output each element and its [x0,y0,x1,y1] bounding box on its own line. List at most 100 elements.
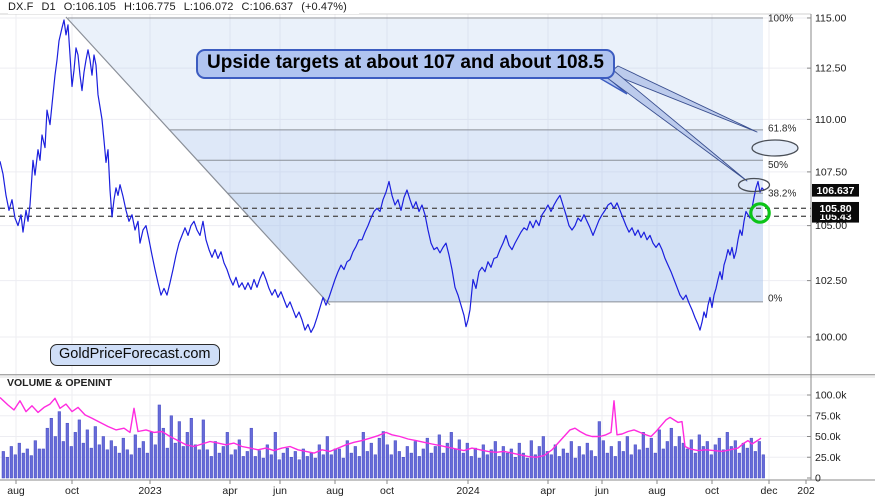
volume-bar [329,454,333,479]
volume-bar [265,444,269,479]
volume-bar [337,448,341,479]
volume-bar [505,452,509,479]
volume-bar [745,447,749,479]
volume-bar [69,446,73,479]
time-tick-label: oct [380,485,394,497]
volume-bar [305,456,309,479]
volume-bar [229,454,233,479]
volume-bar [9,446,13,479]
volume-bar [545,451,549,479]
volume-bars [1,404,765,479]
volume-panel-title: VOLUME & OPENINT [7,377,113,389]
volume-bar [749,437,753,479]
volume-bar [13,454,17,479]
volume-bar [117,452,121,479]
volume-bar [565,452,569,479]
volume-bar [517,442,521,479]
volume-bar [713,444,717,479]
volume-bar [685,448,689,479]
volume-bar [341,457,345,479]
volume-bar [77,419,81,479]
volume-bar [165,447,169,479]
volume-bar [573,457,577,479]
volume-bar [377,437,381,479]
upside-targets-callout[interactable]: Upside targets at about 107 and about 10… [196,49,615,79]
volume-bar [437,434,441,479]
volume-bar [125,449,129,479]
volume-bar [501,446,505,479]
volume-bar [193,444,197,479]
volume-tick-label: 50.0k [815,431,841,443]
time-tick-label: 2024 [456,485,480,497]
volume-bar [217,452,221,479]
volume-bar [285,447,289,479]
price-badge-label: 105.80 [819,203,851,215]
volume-bar [301,448,305,479]
volume-bar [17,442,21,479]
volume-bar [61,441,65,479]
volume-bar [677,436,681,479]
volume-bar [53,436,57,479]
volume-bar [757,441,761,479]
volume-bar [357,456,361,479]
volume-bar [173,442,177,479]
volume-bar [37,448,41,479]
volume-bar [477,457,481,479]
price-badge [812,201,859,215]
volume-bar [365,451,369,479]
volume-bar [605,452,609,479]
volume-bar [481,444,485,479]
volume-bar [609,446,613,479]
volume-bar [413,441,417,479]
volume-bar [189,417,193,479]
lower-target-ellipse[interactable] [737,177,771,193]
breakout-green-circle[interactable] [749,202,771,224]
volume-bar [197,449,201,479]
price-tick-label: 112.50 [815,63,846,75]
volume-bar [665,441,669,479]
volume-bar [345,440,349,479]
price-tick-label: 102.50 [815,275,847,287]
volume-bar [625,436,629,479]
volume-bar [405,446,409,479]
volume-bar [209,456,213,479]
price-axis-ticks[interactable]: 115.00 112.50 110.00 107.50 105.00 102.50 100.… [807,12,847,343]
volume-bar [633,444,637,479]
volume-bar [649,437,653,479]
callout-text: Upside targets at about 107 and about 10… [207,52,604,73]
volume-bar [597,421,601,479]
time-tick-label: aug [648,485,666,497]
descending-trendline[interactable] [65,16,331,306]
volume-bar [429,452,433,479]
volume-bar [361,432,365,479]
close-value: C:106.637 [241,1,294,13]
volume-bar [629,454,633,479]
volume-bar [497,456,501,479]
volume-bar [85,429,89,479]
volume-bar [161,427,165,479]
fib-level-label: 61.8% [768,123,796,134]
time-tick-label: oct [705,485,719,497]
drawing-annotations[interactable] [593,65,799,224]
volume-axis-ticks[interactable]: 100.0k 75.0k 50.0k 25.0k 0 [807,390,847,485]
volume-bar [453,448,457,479]
volume-tick-label: 0 [815,473,821,485]
time-axis-ticks[interactable]: aug oct 2023 apr jun aug oct 2024 apr jun aug oct de… [7,480,815,497]
volume-bar [553,444,557,479]
price-tick-label: 105.00 [815,220,847,232]
fibonacci-retracement[interactable]: 100% 61.8% 50% 38.2% 0% [68,13,796,304]
volume-bar [73,432,77,479]
volume-bar [25,448,29,479]
volume-bar [41,448,45,479]
volume-tick-label: 25.0k [815,452,841,464]
volume-bar [93,426,97,479]
upper-target-ellipse[interactable] [751,139,799,157]
volume-bar [465,442,469,479]
volume-bar [205,449,209,479]
volume-bar [181,446,185,479]
volume-bar [737,452,741,479]
volume-bar [709,454,713,479]
volume-bar [509,448,513,479]
timeframe-label: D1 [41,1,56,13]
